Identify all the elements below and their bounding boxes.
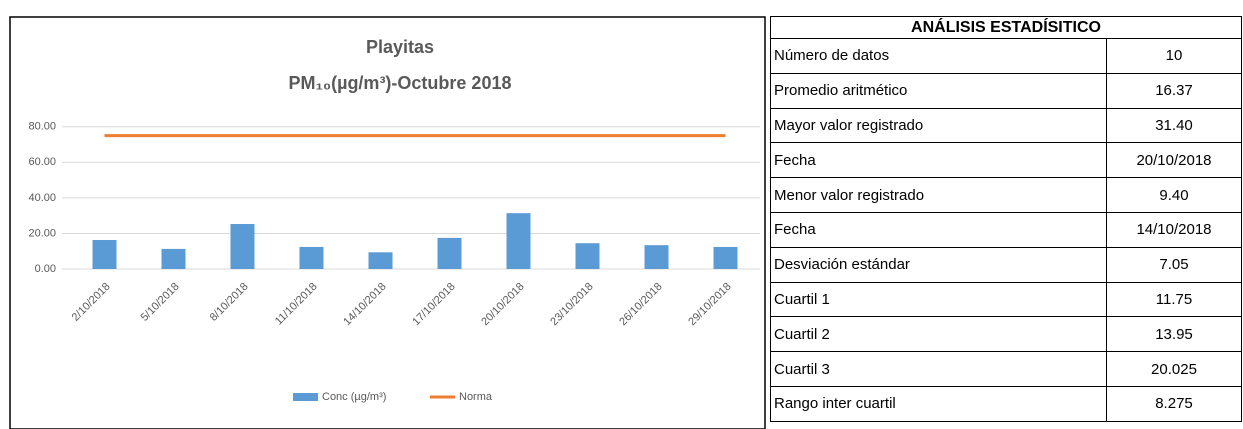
stat-label: Rango inter cuartil — [770, 385, 1107, 422]
stat-value: 20/10/2018 — [1106, 142, 1242, 179]
table-row: Número de datos 10 — [770, 38, 1242, 74]
stat-value: 31.40 — [1106, 107, 1242, 144]
table-row: Rango inter cuartil 8.275 — [770, 385, 1242, 422]
table-row: Cuartil 1 11.75 — [770, 281, 1242, 318]
chart-title: Playitas — [366, 37, 434, 57]
stat-label: Mayor valor registrado — [770, 107, 1107, 144]
table-row: Fecha 20/10/2018 — [770, 142, 1242, 179]
bar — [230, 224, 255, 269]
bar — [506, 213, 531, 269]
bar — [299, 246, 324, 269]
table-row: Desviación estándar 7.05 — [770, 246, 1242, 283]
bar — [92, 240, 117, 269]
stat-label: Desviación estándar — [770, 246, 1107, 283]
table-row: Promedio aritmético 16.37 — [770, 72, 1242, 109]
table-row: Fecha 14/10/2018 — [770, 211, 1242, 248]
stat-label: Cuartil 1 — [770, 281, 1107, 318]
y-tick-label: 20.00 — [28, 227, 56, 239]
bar — [161, 248, 186, 269]
stat-value: 20.025 — [1106, 351, 1242, 387]
stat-value: 9.40 — [1106, 177, 1242, 213]
bar — [644, 245, 669, 269]
stat-label: Número de datos — [770, 38, 1107, 74]
stat-value: 13.95 — [1106, 316, 1242, 353]
stat-label: Cuartil 3 — [770, 351, 1107, 387]
stat-label: Cuartil 2 — [770, 316, 1107, 353]
stat-value: 7.05 — [1106, 246, 1242, 283]
table-row: Menor valor registrado 9.40 — [770, 177, 1242, 213]
chart-frame — [9, 16, 766, 429]
y-tick-label: 40.00 — [28, 192, 56, 204]
stat-label: Fecha — [770, 211, 1107, 248]
bar — [713, 246, 738, 269]
legend-swatch — [293, 393, 318, 401]
stat-value: 8.275 — [1106, 385, 1242, 422]
table-title: ANÁLISIS ESTADÍSITICO — [770, 16, 1242, 39]
stats-table: ANÁLISIS ESTADÍSITICO Número de datos 10 P… — [770, 16, 1242, 422]
table-row: Mayor valor registrado 31.40 — [770, 107, 1242, 144]
bar — [437, 237, 462, 269]
stat-value: 16.37 — [1106, 72, 1242, 109]
chart-subtitle: PM₁₀(µg/m³)-Octubre 2018 — [289, 73, 512, 93]
stat-value: 14/10/2018 — [1106, 211, 1242, 248]
stat-value: 11.75 — [1106, 281, 1242, 318]
legend-label: Conc (µg/m³) — [322, 391, 386, 403]
bar — [575, 243, 600, 269]
stat-value: 10 — [1106, 38, 1242, 74]
y-tick-label: 80.00 — [28, 121, 56, 133]
y-tick-label: 60.00 — [28, 156, 56, 168]
legend-label: Norma — [459, 391, 493, 403]
stat-label: Promedio aritmético — [770, 72, 1107, 109]
stat-label: Fecha — [770, 142, 1107, 179]
stat-label: Menor valor registrado — [770, 177, 1107, 213]
y-tick-label: 0.00 — [35, 263, 56, 275]
table-row: Cuartil 2 13.95 — [770, 316, 1242, 353]
bar — [368, 252, 393, 269]
chart: Playitas PM₁₀(µg/m³)-Octubre 2018 0.00 20… — [9, 16, 766, 429]
table-row: Cuartil 3 20.025 — [770, 351, 1242, 387]
